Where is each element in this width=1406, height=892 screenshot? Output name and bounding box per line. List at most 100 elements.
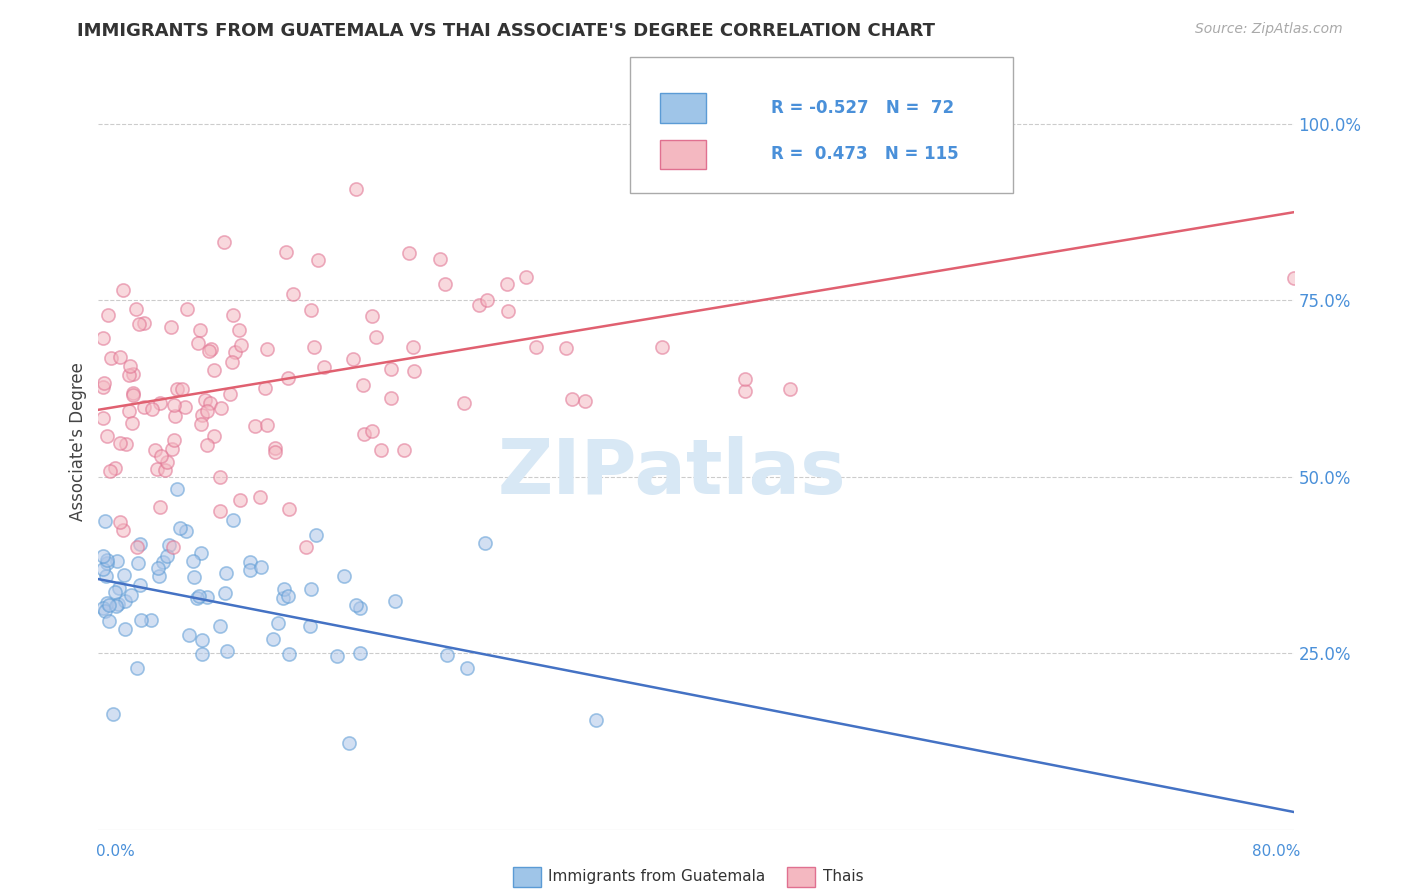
Point [214, 585, 236, 599]
Point [195, 438, 218, 452]
Point [305, 528, 328, 542]
FancyBboxPatch shape [630, 57, 1012, 194]
Point [100, 464, 122, 478]
Point [278, 502, 301, 516]
Point [120, 588, 142, 602]
Point [157, 538, 180, 552]
Point [274, 245, 297, 260]
Point [107, 597, 129, 611]
Point [212, 235, 235, 249]
Text: 80.0%: 80.0% [1253, 845, 1301, 859]
Point [191, 647, 214, 661]
Point [239, 555, 262, 569]
Point [143, 443, 166, 458]
Point [100, 351, 122, 365]
Point [215, 566, 238, 580]
Point [166, 383, 188, 397]
Point [129, 537, 152, 551]
Point [160, 442, 183, 456]
Point [97, 599, 120, 613]
Point [337, 735, 360, 749]
Point [96, 556, 118, 570]
Point [110, 436, 132, 450]
Point [360, 309, 382, 323]
Point [250, 559, 273, 574]
Point [498, 303, 520, 318]
Point [333, 568, 356, 582]
Point [429, 252, 451, 266]
Point [433, 277, 456, 292]
Point [349, 646, 371, 660]
Point [312, 359, 335, 374]
Point [249, 490, 271, 504]
Point [456, 661, 478, 675]
Point [277, 589, 299, 603]
Point [91, 562, 114, 576]
Point [153, 462, 176, 476]
Text: ZIPatlas: ZIPatlas [498, 435, 846, 509]
Point [342, 351, 364, 366]
Point [191, 633, 214, 648]
Point [96, 429, 118, 443]
Point [146, 461, 169, 475]
Point [94, 514, 117, 528]
Point [141, 402, 163, 417]
Text: Thais: Thais [823, 870, 863, 884]
Point [734, 384, 756, 399]
Point [149, 449, 172, 463]
Point [221, 354, 243, 368]
Point [515, 269, 537, 284]
Point [209, 469, 232, 483]
Text: 0.0%: 0.0% [96, 845, 135, 859]
Point [277, 370, 299, 384]
Point [228, 323, 250, 337]
Point [468, 298, 491, 312]
Point [281, 286, 304, 301]
Point [172, 382, 194, 396]
Point [141, 613, 163, 627]
Point [91, 411, 114, 425]
Point [453, 395, 475, 409]
Point [222, 513, 245, 527]
Point [353, 426, 375, 441]
Point [585, 714, 607, 728]
Point [264, 441, 287, 455]
Bar [661, 93, 706, 122]
Point [264, 445, 287, 459]
Point [96, 596, 118, 610]
Point [208, 619, 231, 633]
Point [554, 341, 576, 355]
Point [190, 546, 212, 560]
Point [91, 331, 114, 345]
Point [94, 569, 117, 583]
Point [134, 400, 156, 414]
Point [117, 404, 139, 418]
Point [121, 416, 143, 430]
Point [219, 387, 242, 401]
Point [183, 570, 205, 584]
Point [344, 599, 367, 613]
Point [402, 340, 425, 354]
Point [163, 398, 186, 412]
Point [202, 429, 225, 443]
Point [392, 442, 415, 457]
Point [104, 460, 127, 475]
Point [295, 541, 318, 555]
Point [152, 555, 174, 569]
Point [195, 590, 218, 604]
Point [229, 338, 252, 352]
Point [129, 613, 152, 627]
Point [194, 392, 217, 407]
Point [162, 541, 184, 555]
Point [200, 342, 222, 356]
Point [176, 302, 198, 317]
Point [202, 363, 225, 377]
Point [127, 556, 149, 570]
Point [132, 316, 155, 330]
Point [436, 648, 458, 663]
Point [174, 524, 197, 539]
Point [256, 343, 278, 357]
Text: Source: ZipAtlas.com: Source: ZipAtlas.com [1195, 22, 1343, 37]
Point [128, 317, 150, 331]
Point [118, 359, 141, 374]
